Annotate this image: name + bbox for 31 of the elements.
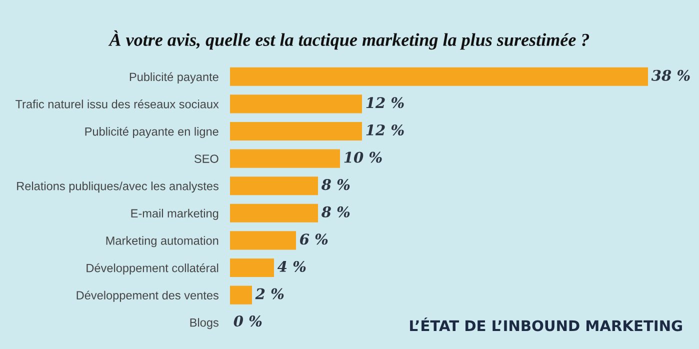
bar — [230, 258, 274, 278]
data-label: 12 % — [366, 124, 404, 136]
bar — [230, 67, 648, 86]
bar — [230, 231, 296, 250]
data-label: 6 % — [300, 234, 328, 245]
data-label: 10 % — [344, 152, 382, 163]
y-tick-label: Trafic naturel issu des réseaux sociaux — [16, 100, 219, 108]
data-label: 2 % — [255, 288, 284, 300]
bar — [230, 286, 252, 304]
data-label: 38 % — [651, 70, 690, 81]
y-tick-label: Blogs — [190, 318, 218, 330]
data-label: 0 % — [234, 316, 262, 327]
y-tick-label: Marketing automation — [106, 236, 218, 248]
annotation: L’ÉTAT DE L’INBOUND MARKETING — [410, 318, 682, 332]
data-label: 8 % — [322, 179, 350, 190]
y-tick-label: E-mail marketing — [131, 208, 218, 220]
bar — [230, 94, 362, 114]
data-label: 4 % — [277, 260, 306, 272]
y-tick-label: Publicité payante en ligne — [85, 126, 218, 138]
data-label: 8 % — [322, 206, 350, 218]
bar — [230, 204, 318, 222]
y-tick-label: Publicité payante — [130, 72, 218, 84]
y-tick-label: SEO — [194, 154, 218, 163]
bar — [230, 122, 362, 141]
bar — [230, 176, 318, 196]
chart-title: À votre avis, quelle est la tactique marketing la plus surestimée ? — [108, 30, 590, 50]
bar — [230, 149, 340, 168]
y-tick-label: Relations publiques/avec les analystes — [17, 182, 218, 193]
y-tick-label: Développement collatéral — [86, 263, 218, 275]
y-tick-label: Développement des ventes — [76, 290, 218, 302]
data-label: 12 % — [366, 97, 404, 108]
